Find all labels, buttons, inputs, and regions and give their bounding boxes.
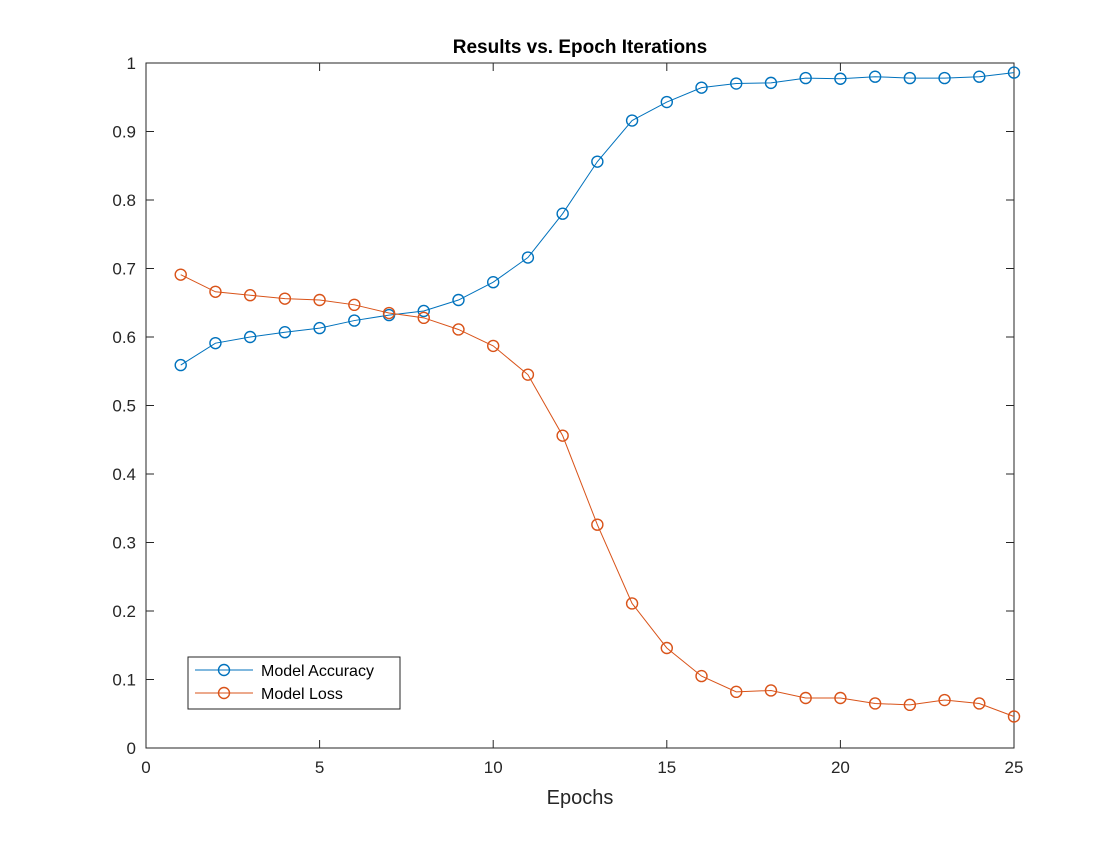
data-point xyxy=(660,95,673,109)
x-axis: 0 5 10 15 20 25 xyxy=(141,63,1023,777)
data-point xyxy=(313,321,326,335)
x-tick-label: 5 xyxy=(315,758,324,777)
y-tick-label: 0.8 xyxy=(112,191,136,210)
legend: Model Accuracy Model Loss xyxy=(187,656,401,710)
data-point xyxy=(382,306,396,320)
legend-marker xyxy=(217,686,231,700)
y-tick-label: 0.1 xyxy=(112,671,136,690)
data-point xyxy=(243,330,257,344)
data-point xyxy=(938,71,951,85)
data-point xyxy=(278,292,292,305)
y-tick-label: 0.4 xyxy=(112,465,136,484)
data-point xyxy=(764,76,778,90)
data-point xyxy=(903,71,917,85)
series-layer xyxy=(174,66,1021,723)
y-tick-label: 0.9 xyxy=(112,123,136,142)
y-tick-label: 0.3 xyxy=(112,534,136,553)
legend-label: Model Accuracy xyxy=(261,663,374,680)
x-tick-label: 10 xyxy=(484,758,503,777)
data-point xyxy=(903,698,917,712)
x-tick-label: 15 xyxy=(657,758,676,777)
data-point xyxy=(1007,710,1021,723)
data-point xyxy=(695,81,708,94)
y-tick-label: 0.6 xyxy=(112,328,136,347)
data-point xyxy=(278,326,292,339)
data-point xyxy=(625,597,639,610)
data-point xyxy=(556,429,569,442)
y-axis: 0 0.1 0.2 0.3 0.4 0.5 0.6 0.7 0.8 0.9 1 xyxy=(112,54,1014,758)
data-point xyxy=(834,691,847,705)
data-point xyxy=(730,685,743,699)
data-point xyxy=(868,697,882,710)
data-point xyxy=(799,71,812,85)
data-point xyxy=(1007,66,1021,79)
data-point xyxy=(625,114,639,127)
legend-box xyxy=(187,656,401,710)
data-point xyxy=(591,155,604,168)
data-point xyxy=(348,314,361,327)
data-point xyxy=(487,339,500,353)
x-axis-label: Epochs xyxy=(547,787,614,809)
data-point xyxy=(730,77,743,90)
series-1 xyxy=(174,66,1021,372)
data-point xyxy=(417,311,430,325)
data-point xyxy=(591,518,604,531)
data-point xyxy=(313,293,326,307)
legend-marker xyxy=(217,663,231,677)
data-point xyxy=(938,693,951,707)
data-point xyxy=(834,72,847,85)
y-tick-label: 1 xyxy=(127,54,136,73)
data-point xyxy=(695,669,708,683)
data-point xyxy=(660,641,673,655)
y-tick-label: 0 xyxy=(127,739,136,758)
data-point xyxy=(243,289,257,302)
series-line xyxy=(180,72,1015,366)
chart-title: Results vs. Epoch Iterations xyxy=(453,37,707,58)
data-point xyxy=(799,691,812,705)
data-point xyxy=(174,358,187,372)
data-point xyxy=(868,70,882,83)
data-point xyxy=(209,285,222,298)
y-tick-label: 0.7 xyxy=(112,260,136,279)
data-point xyxy=(973,697,986,710)
data-point xyxy=(521,251,535,264)
data-point xyxy=(556,207,569,220)
legend-label: Model Loss xyxy=(261,686,343,703)
data-point xyxy=(348,298,361,312)
data-point xyxy=(521,368,535,381)
data-point xyxy=(417,304,430,318)
y-tick-label: 0.2 xyxy=(112,602,136,621)
data-point xyxy=(209,336,222,350)
data-point xyxy=(452,323,465,336)
legend-entry: Model Loss xyxy=(195,686,343,703)
data-point xyxy=(487,276,500,289)
data-point xyxy=(973,70,986,83)
x-tick-label: 20 xyxy=(831,758,850,777)
x-tick-label: 0 xyxy=(141,758,150,777)
y-tick-label: 0.5 xyxy=(112,397,136,416)
data-point xyxy=(764,684,778,697)
series-line xyxy=(180,274,1015,717)
data-point xyxy=(174,268,187,281)
series-2 xyxy=(174,268,1021,723)
x-tick-label: 25 xyxy=(1005,758,1024,777)
plot-area xyxy=(145,62,1015,749)
legend-entry: Model Accuracy xyxy=(195,663,374,680)
data-point xyxy=(452,293,465,307)
